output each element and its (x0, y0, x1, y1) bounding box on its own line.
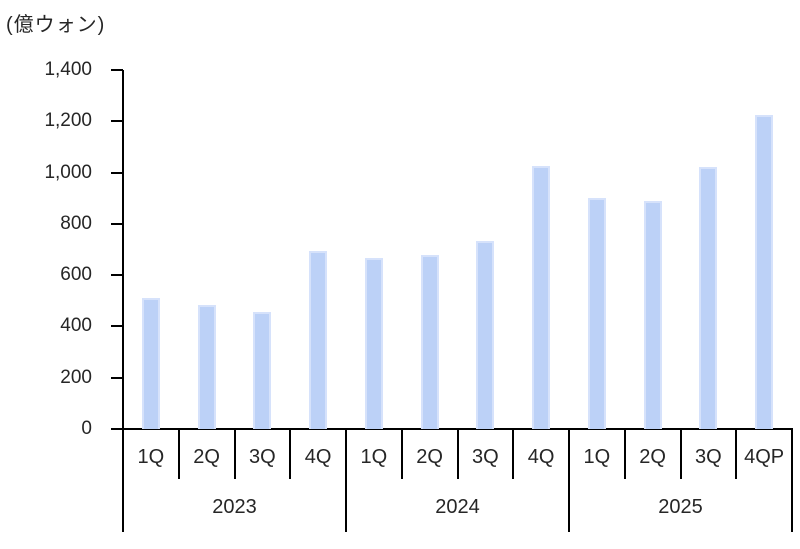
bar-2024-2Q (420, 254, 439, 429)
y-axis-tick (111, 69, 123, 71)
y-axis-tick-label: 1,000 (44, 161, 92, 183)
bar-2025-3Q (699, 167, 718, 429)
bar-2023-1Q (141, 298, 160, 429)
y-axis-tick-label: 800 (60, 212, 92, 234)
quarter-label-cell: 3Q (695, 445, 722, 468)
quarter-label-cell: 2Q (193, 445, 220, 468)
x-axis-line (111, 428, 792, 430)
y-axis-tick-label: 600 (60, 264, 92, 286)
quarter-separator (623, 428, 626, 479)
bar-2023-3Q (253, 312, 272, 429)
quarter-label-cell: 1Q (583, 445, 611, 468)
y-axis-tick (111, 171, 123, 174)
year-label-cell: 2023 (212, 496, 257, 518)
quarter-label-cell: 1Q (360, 445, 388, 468)
quarter-separator (289, 428, 292, 479)
bar-2023-2Q (197, 304, 216, 429)
quarter-separator (679, 428, 682, 479)
bar-2023-4Q (309, 250, 328, 429)
year-separator (568, 428, 570, 532)
bar-2024-4Q (532, 166, 551, 429)
quarter-separator (512, 428, 515, 479)
y-axis-tick (111, 274, 123, 277)
quarter-label-cell: 3Q (472, 445, 499, 468)
y-axis-tick (111, 325, 123, 328)
y-axis-tick-label: 400 (60, 315, 92, 337)
year-label-cell: 2025 (658, 496, 703, 518)
quarter-separator (456, 428, 459, 479)
quarter-label-cell: 2Q (416, 445, 443, 468)
year-separator (345, 428, 347, 532)
year-label-cell: 2024 (435, 496, 480, 518)
bar-2024-3Q (476, 240, 495, 429)
y-axis-tick-label: 1,400 (44, 59, 92, 80)
bar-2024-1Q (364, 258, 383, 429)
y-axis-tick-label: 0 (81, 418, 92, 439)
y-axis-tick (111, 376, 123, 379)
y-axis-tick (111, 120, 123, 123)
quarter-label-cell: 4QP (744, 445, 785, 468)
quarter-label-cell: 2Q (639, 445, 666, 468)
bar-2025-4QP (755, 114, 774, 429)
quarter-label-cell: 4Q (527, 445, 555, 468)
y-axis-tick (111, 222, 123, 225)
axis-right-border (791, 428, 793, 532)
quarter-label-cell: 1Q (137, 445, 165, 468)
bar-2025-1Q (587, 198, 606, 429)
bar-2025-2Q (643, 200, 662, 429)
quarter-label-cell: 4Q (304, 445, 332, 468)
quarter-separator (400, 428, 403, 479)
quarter-label-cell: 3Q (249, 445, 276, 468)
quarter-separator (177, 428, 180, 479)
axis-unit-label: (億ウォン) (6, 14, 106, 36)
quarter-separator (735, 428, 738, 479)
y-axis-tick-label: 200 (60, 366, 92, 388)
quarter-separator (233, 428, 236, 479)
y-axis-tick-label: 1,200 (44, 110, 92, 132)
y-axis-line (122, 70, 124, 532)
